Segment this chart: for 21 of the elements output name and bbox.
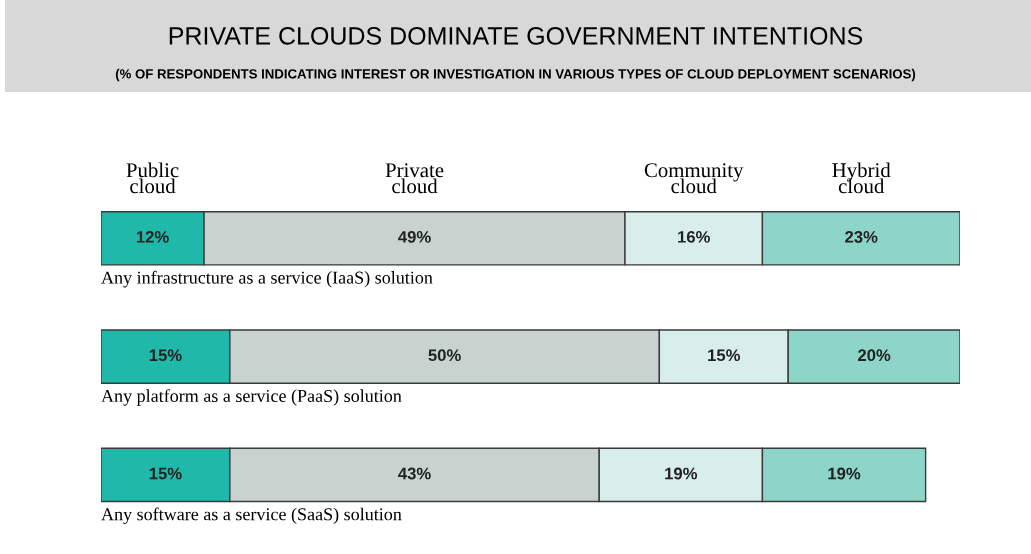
- data-label: 15%: [149, 467, 182, 480]
- chart-title: PRIVATE CLOUDS DOMINATE GOVERNMENT INTENTIONS: [169, 27, 863, 45]
- data-label: 50%: [428, 349, 461, 362]
- data-label: 20%: [858, 349, 891, 362]
- data-label: 23%: [845, 230, 878, 243]
- series-label: Hybrid cloud: [832, 162, 891, 194]
- data-label: 43%: [398, 467, 431, 480]
- data-label: 15%: [708, 349, 741, 362]
- series-label: Public cloud: [126, 162, 179, 194]
- data-label: 19%: [665, 467, 698, 480]
- series-label: Private cloud: [385, 163, 444, 194]
- data-label: 19%: [828, 467, 861, 480]
- chart-subtitle: (% OF RESPONDENTS INDICATING INTEREST OR INVESTIGATION IN VARIOUS TYPES OF CLOUD DEPLOYMENT SCENARIOS): [115, 68, 916, 82]
- data-label: 15%: [149, 349, 182, 362]
- data-label: 16%: [678, 230, 710, 243]
- y-tick-label: Any infrastructure as a service (IaaS) solution: [101, 270, 433, 288]
- y-tick-label: Any software as a service (SaaS) solution: [101, 507, 402, 525]
- data-label: 49%: [398, 230, 431, 243]
- series-label: Community cloud: [644, 163, 744, 194]
- y-tick-label: Any platform as a service (PaaS) solution: [101, 389, 402, 406]
- data-label: 12%: [136, 230, 169, 243]
